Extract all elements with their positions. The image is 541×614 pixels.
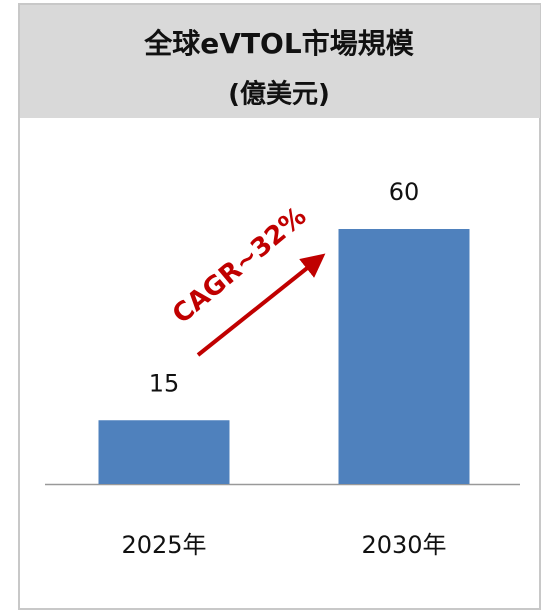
x-tick-label: 2025年 bbox=[121, 531, 206, 559]
growth-arrow bbox=[196, 253, 326, 357]
data-label: 60 bbox=[389, 178, 420, 206]
chart-subtitle: (億美元) bbox=[228, 79, 330, 110]
chart-title: 全球eVTOL市場規模 bbox=[143, 27, 414, 60]
bar bbox=[338, 229, 470, 484]
data-label: 15 bbox=[149, 369, 180, 397]
header bbox=[20, 5, 540, 118]
x-tick-label: 2030年 bbox=[361, 531, 446, 559]
bar bbox=[98, 420, 230, 484]
